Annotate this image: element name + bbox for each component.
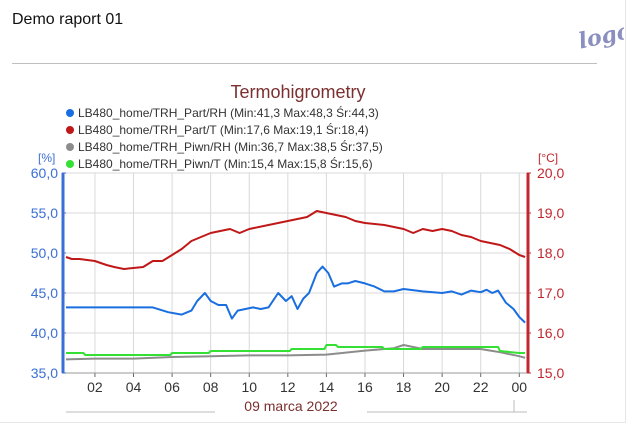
right-tick-label: 19,0 — [537, 205, 564, 221]
date-label: 09 marca 2022 — [244, 398, 338, 414]
x-tick-label: 04 — [126, 379, 142, 395]
legend-marker — [66, 143, 74, 151]
series-line-1 — [66, 265, 526, 324]
x-tick-label: 18 — [396, 379, 412, 395]
right-tick-label: 17,0 — [537, 285, 564, 301]
chart-title: Termohigrometry — [230, 82, 365, 102]
legend-marker — [66, 109, 74, 117]
x-tick-label: 00 — [511, 379, 527, 395]
right-tick-label: 15,0 — [537, 365, 564, 381]
report-title: Demo raport 01 — [12, 11, 124, 28]
left-tick-label: 40,0 — [31, 325, 58, 341]
right-tick-label: 18,0 — [537, 245, 564, 261]
legend-label: LB480_home/TRH_Part/T (Min:17,6 Max:19,1… — [78, 122, 369, 137]
header-divider — [12, 63, 597, 64]
left-tick-label: 50,0 — [31, 245, 58, 261]
left-tick-label: 55,0 — [31, 205, 58, 221]
x-tick-label: 06 — [164, 379, 180, 395]
legend-label: LB480_home/TRH_Piwn/T (Min:15,4 Max:15,8… — [78, 156, 373, 171]
legend-label: LB480_home/TRH_Piwn/RH (Min:36,7 Max:38,… — [78, 139, 383, 154]
x-tick-label: 16 — [357, 379, 373, 395]
right-axis-unit: [°C] — [538, 151, 558, 165]
x-tick-label: 12 — [280, 379, 296, 395]
logo: logo — [578, 18, 624, 54]
axes: 35,0 40,0 45,0 50,0 55,0 60,0 15,0 16,0 17,0 18,0… — [31, 165, 564, 413]
x-tick-label: 08 — [203, 379, 219, 395]
x-tick-label: 22 — [473, 379, 489, 395]
legend-marker — [66, 126, 74, 134]
left-tick-label: 35,0 — [31, 365, 58, 381]
x-tick-label: 14 — [319, 379, 335, 395]
series-line-2 — [65, 210, 526, 270]
legend-marker — [66, 160, 74, 168]
legend: LB480_home/TRH_Part/RH (Min:41,3 Max:48,… — [66, 105, 383, 171]
left-axis-unit: [%] — [38, 151, 55, 165]
plot-area — [65, 210, 526, 361]
right-tick-label: 16,0 — [537, 325, 564, 341]
x-tick-label: 02 — [87, 379, 103, 395]
left-tick-label: 60,0 — [31, 165, 58, 181]
grid — [66, 172, 527, 374]
x-tick-label: 20 — [434, 379, 450, 395]
x-tick-label: 10 — [241, 379, 257, 395]
left-tick-label: 45,0 — [31, 285, 58, 301]
right-tick-label: 20,0 — [537, 165, 564, 181]
series-line-4 — [66, 344, 526, 356]
legend-label: LB480_home/TRH_Part/RH (Min:41,3 Max:48,… — [78, 105, 379, 120]
